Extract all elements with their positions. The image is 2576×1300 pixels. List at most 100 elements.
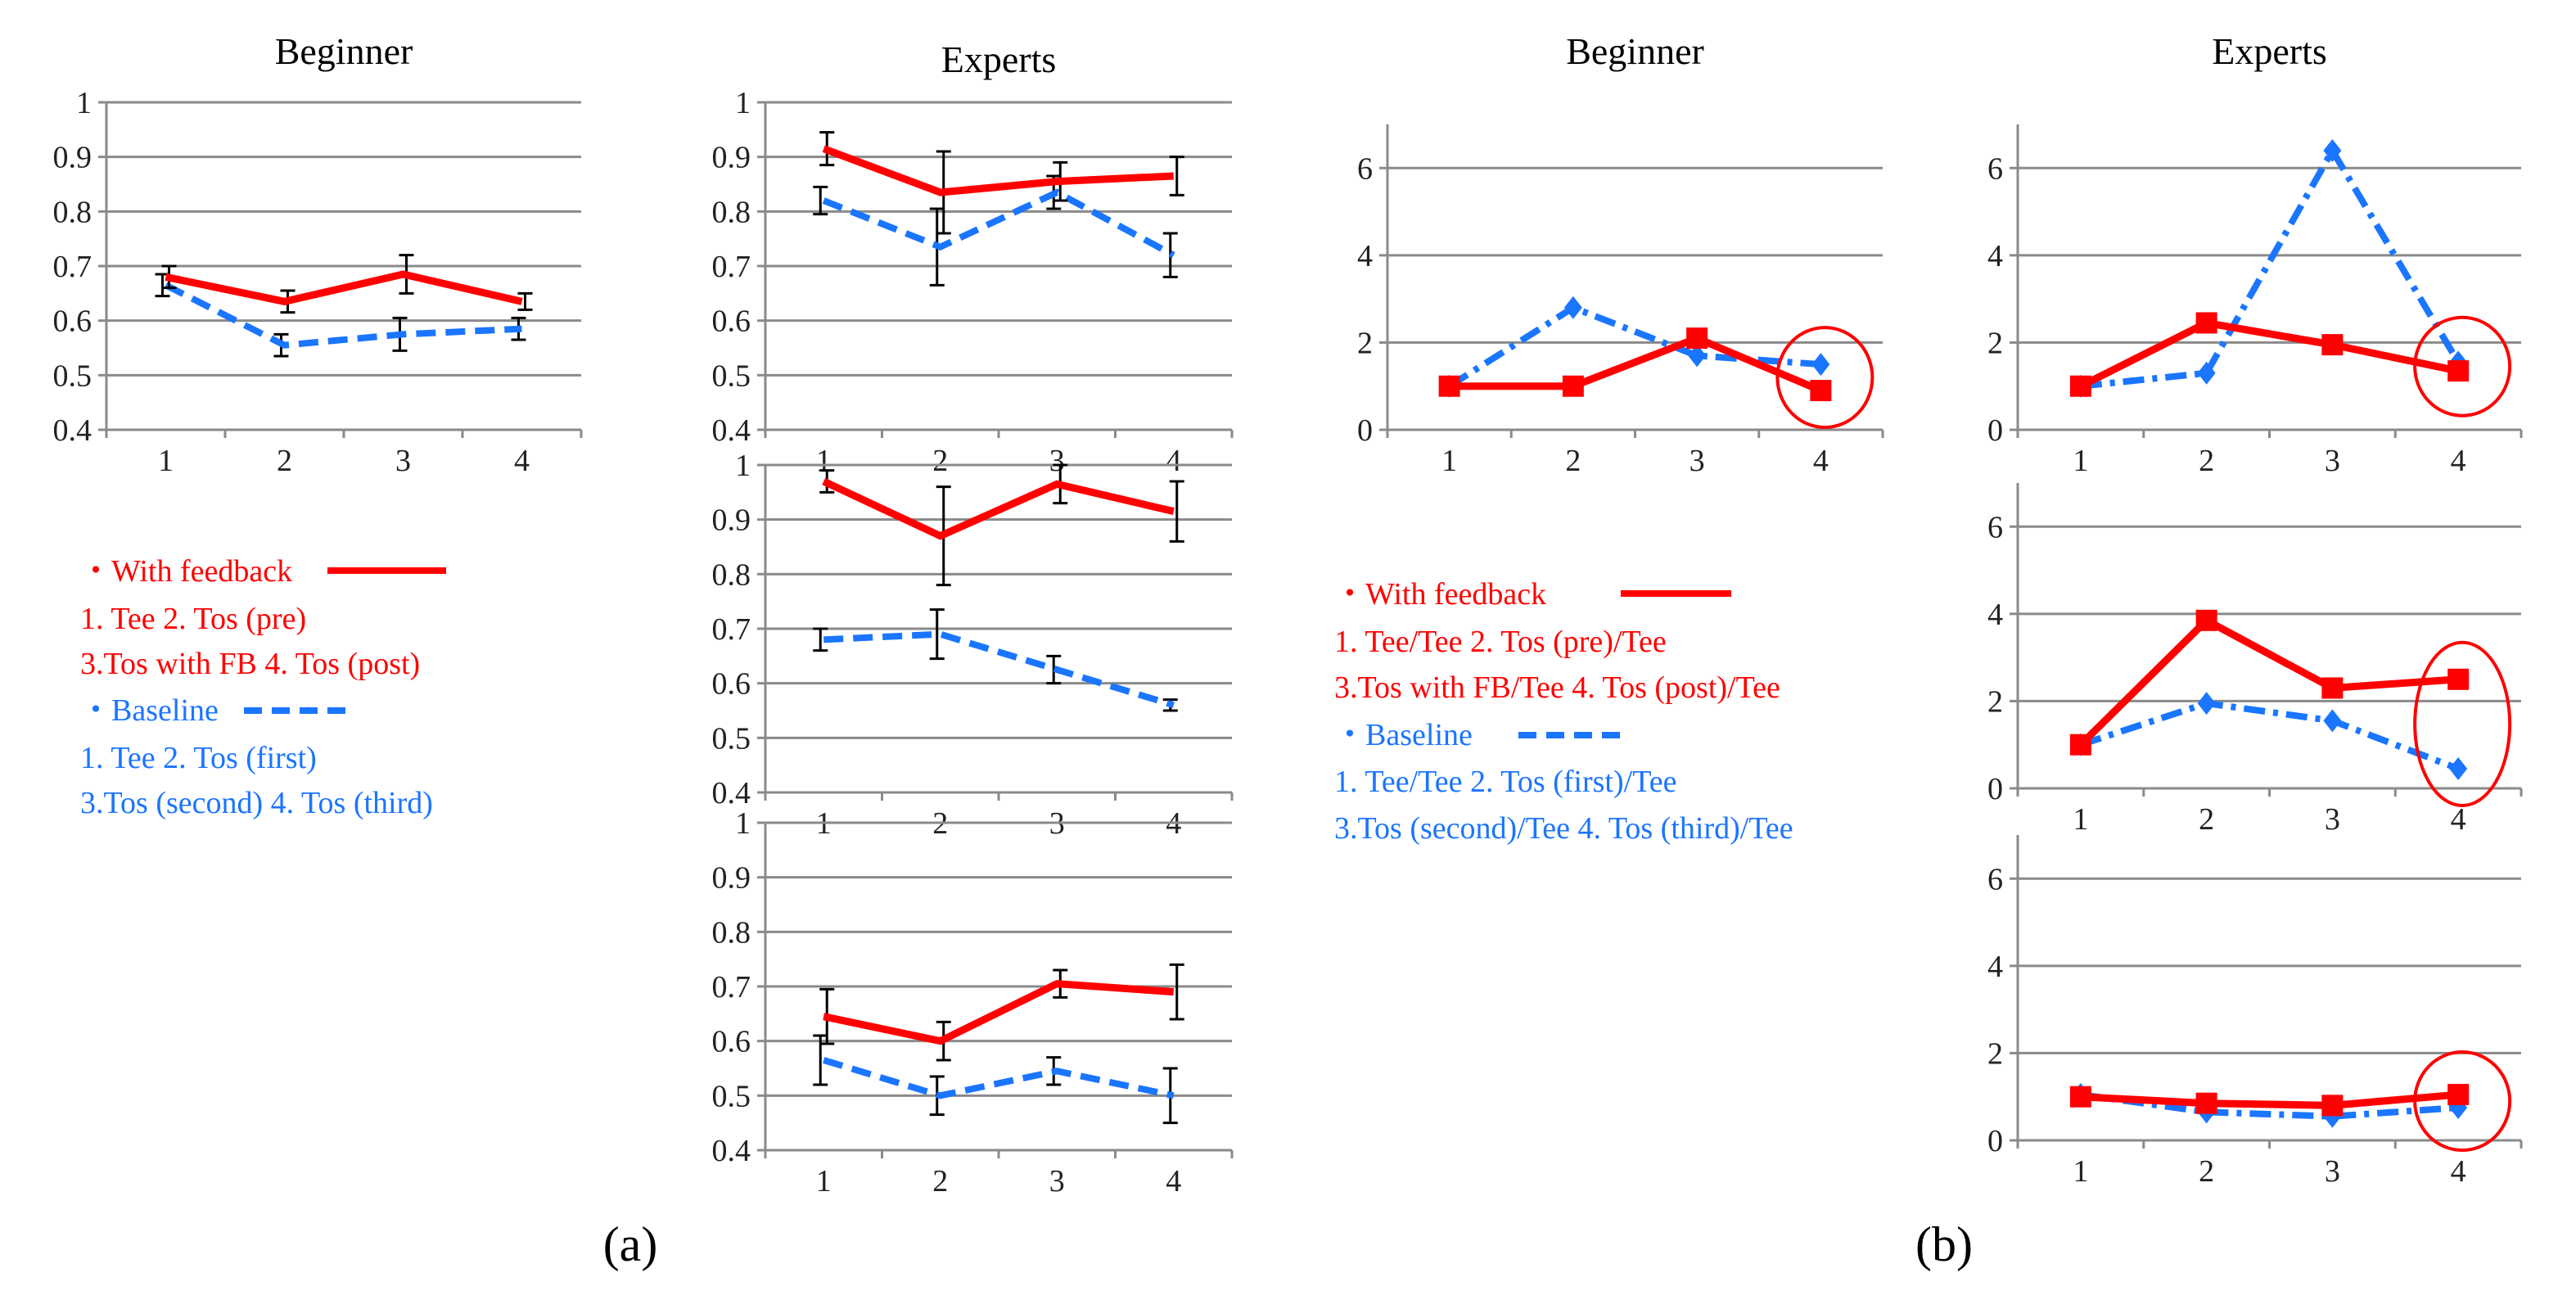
y-tick-label: 0.7 [712,250,751,284]
y-tick-label: 6 [1357,151,1373,186]
y-tick-label: 2 [1987,684,2003,719]
series-line [822,145,1174,196]
legend-a-feedback-items-2: 3.Tos with FB 4. Tos (post) [80,647,420,681]
data-point [1686,327,1708,350]
legend-b-baseline: ・Baseline [1334,718,1473,752]
chart-title: Experts [941,38,1057,80]
y-tick-label: 2 [1357,326,1373,360]
series-line [164,282,522,349]
data-point [2323,138,2342,162]
legend-b-baseline-items-1: 1. Tee/Tee 2. Tos (first)/Tee [1334,765,1676,799]
data-point [2197,692,2216,715]
y-tick-label: 6 [1987,151,2003,186]
series-line [822,477,1175,540]
data-point [1811,353,1830,377]
data-point [2195,312,2217,334]
series-line [823,630,1175,709]
y-tick-label: 0.4 [712,776,751,810]
highlight-circle [1775,326,1874,430]
highlight-circle [2413,1050,2512,1153]
legend-a: ・With feedback 1. Tee 2. Tos (pre) 3.Tos… [80,554,446,820]
x-tick-label: 1 [2073,1154,2088,1189]
data-point [1563,296,1582,319]
data-point [2197,361,2216,385]
x-tick-label: 1 [158,444,174,478]
x-tick-label: 3 [1690,444,1705,478]
legend-a-baseline-items-1: 1. Tee 2. Tos (first) [80,741,317,775]
series-line [822,188,1175,259]
panel-label-a: (a) [603,1217,658,1271]
chart-b-experts-1: 0 2 4 6 1 2 3 4 Experts [1987,30,2523,478]
data-point [1810,380,1832,402]
y-tick-label: 0.8 [53,195,92,229]
chart-a-experts-1: 0.4 0.5 0.6 0.7 0.8 0.9 1 1 2 3 4 Experts [712,38,1234,478]
y-tick-label: 0 [1987,413,2003,448]
y-tick-label: 0.4 [712,1134,751,1168]
y-tick-label: 4 [1987,950,2003,984]
chart-title: Beginner [1566,30,1704,72]
chart-title: Beginner [275,30,413,72]
x-tick-label: 2 [932,1164,948,1198]
y-tick-label: 0.8 [712,195,751,229]
series-with-feedback [161,254,533,314]
series-with-feedback [819,131,1184,235]
legend-b: ・With feedback 1. Tee/Tee 2. Tos (pre)/T… [1334,577,1793,846]
series-line [2080,144,2461,390]
series-line [1447,304,1821,390]
x-tick-label: 4 [1813,444,1829,478]
x-tick-label: 3 [1049,1164,1065,1198]
legend-b-baseline-items-2: 3.Tos (second)/Tee 4. Tos (third)/Tee [1334,811,1793,846]
y-tick-label: 2 [1987,1036,2003,1071]
chart-a-beginner: 0.4 0.5 0.6 0.7 0.8 0.9 1 1 2 3 4 Beginner [53,30,583,478]
data-point [2069,1086,2091,1108]
y-tick-label: 4 [1987,598,2003,632]
data-point [2321,677,2344,699]
data-point [2195,1092,2217,1114]
y-tick-label: 0.9 [712,141,751,175]
y-tick-label: 0.7 [53,250,92,284]
data-point [2321,334,2344,356]
x-tick-label: 4 [514,444,530,478]
data-point [1688,344,1707,368]
data-point [2447,360,2470,382]
data-point [1562,375,1584,397]
y-tick-label: 0.4 [712,413,751,448]
series-line [2080,1090,2459,1109]
y-tick-label: 6 [1987,862,2003,896]
x-tick-label: 4 [2451,802,2466,837]
y-tick-label: 0.9 [712,503,751,538]
y-tick-label: 0.4 [53,413,92,448]
x-tick-label: 1 [2073,802,2088,837]
x-tick-label: 1 [816,444,832,478]
chart-b-experts-3: 0 2 4 6 1 2 3 4 [1987,835,2523,1189]
y-tick-label: 0 [1987,772,2003,806]
y-tick-label: 4 [1357,239,1373,273]
series-with-feedback [819,463,1184,587]
series-baseline [813,1034,1178,1125]
x-tick-label: 3 [2325,802,2340,837]
series-with-feedback [2069,312,2470,397]
y-tick-label: 0.9 [53,141,92,175]
data-point [2069,375,2091,397]
data-point [2195,609,2217,631]
series-line [823,1057,1175,1099]
x-tick-label: 2 [2199,1154,2214,1189]
y-tick-label: 6 [1987,510,2003,544]
x-tick-label: 4 [1166,444,1181,478]
x-tick-label: 2 [2199,444,2214,478]
y-tick-label: 0.6 [712,667,751,702]
y-tick-label: 0 [1357,413,1373,448]
y-tick-label: 2 [1987,326,2003,360]
series-baseline [813,174,1178,287]
x-tick-label: 3 [1049,444,1065,478]
data-point [2447,668,2470,690]
y-tick-label: 0.5 [712,721,751,756]
chart-b-beginner: 0 2 4 6 1 2 3 4 Beginner [1357,30,1884,478]
y-tick-label: 0.6 [53,305,92,339]
panel-label-b: (b) [1915,1217,1973,1271]
series-with-feedback [1438,327,1832,402]
y-tick-label: 0.9 [712,861,751,896]
x-tick-label: 2 [277,444,292,478]
